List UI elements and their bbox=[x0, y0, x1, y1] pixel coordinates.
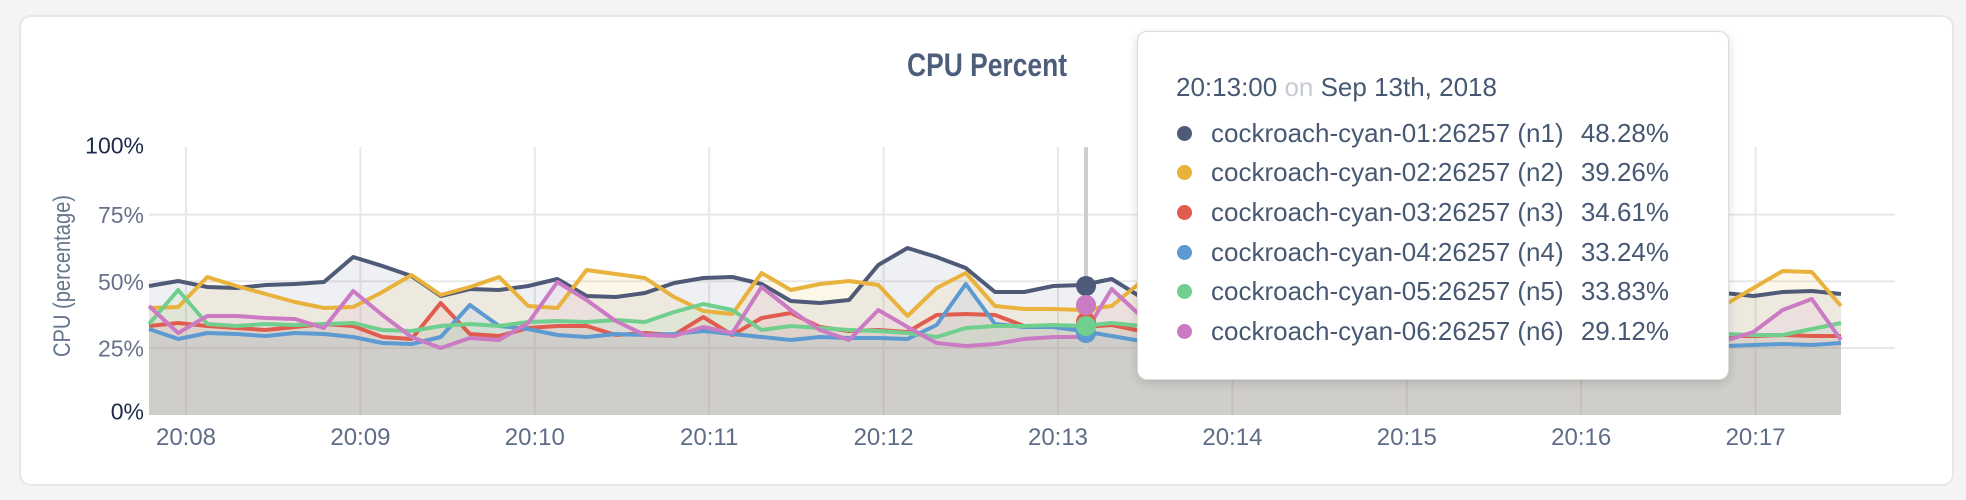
svg-text:20:10: 20:10 bbox=[505, 424, 565, 451]
svg-text:20:13: 20:13 bbox=[1028, 424, 1088, 451]
svg-text:75%: 75% bbox=[98, 202, 144, 228]
svg-text:25%: 25% bbox=[98, 336, 144, 362]
svg-text:CPU Percent: CPU Percent bbox=[907, 47, 1067, 83]
svg-text:20:12: 20:12 bbox=[854, 424, 914, 451]
svg-text:50%: 50% bbox=[98, 269, 144, 295]
svg-text:20:14: 20:14 bbox=[1202, 424, 1262, 451]
svg-text:20:16: 20:16 bbox=[1551, 424, 1611, 451]
svg-text:0%: 0% bbox=[111, 399, 144, 425]
svg-text:20:17: 20:17 bbox=[1726, 424, 1786, 451]
svg-text:20:11: 20:11 bbox=[680, 424, 738, 451]
svg-text:20:08: 20:08 bbox=[156, 424, 216, 451]
svg-text:20:09: 20:09 bbox=[330, 424, 390, 451]
svg-text:CPU (percentage): CPU (percentage) bbox=[49, 195, 76, 357]
svg-text:20:15: 20:15 bbox=[1377, 424, 1437, 451]
svg-text:100%: 100% bbox=[85, 133, 144, 159]
